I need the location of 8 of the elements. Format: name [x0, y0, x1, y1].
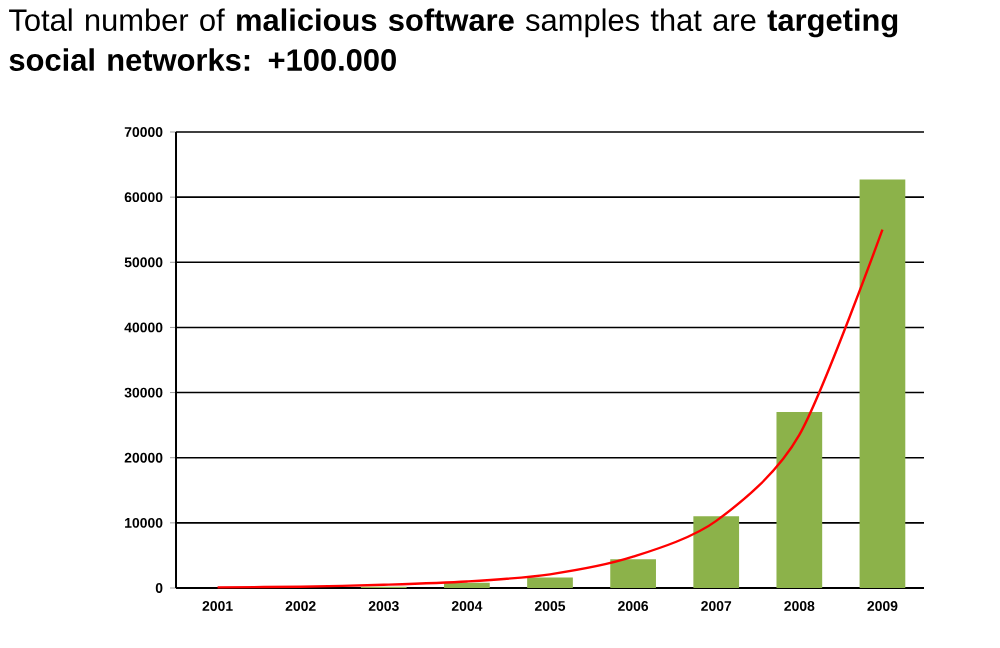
line-series — [216, 228, 884, 589]
bar — [693, 516, 740, 588]
bar — [859, 179, 906, 588]
bar — [444, 582, 490, 588]
bar — [776, 412, 823, 588]
bar — [527, 577, 573, 588]
bar — [610, 559, 656, 588]
chart-title: Total number of malicious software samples that are targeting social networks: +100.000 — [9, 8, 898, 71]
